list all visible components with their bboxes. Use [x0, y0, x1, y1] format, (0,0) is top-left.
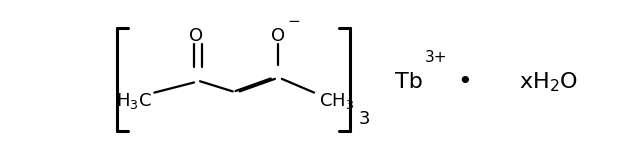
Text: •: • — [457, 70, 472, 94]
Text: O: O — [271, 27, 285, 45]
Text: 3: 3 — [359, 110, 371, 128]
Text: Tb: Tb — [395, 72, 423, 92]
Text: −: − — [287, 14, 300, 29]
Text: H$_3$C: H$_3$C — [116, 91, 152, 111]
Text: 3+: 3+ — [425, 51, 447, 65]
Text: CH$_3$: CH$_3$ — [319, 91, 355, 111]
Text: O: O — [189, 27, 204, 45]
Text: xH$_2$O: xH$_2$O — [519, 70, 578, 94]
